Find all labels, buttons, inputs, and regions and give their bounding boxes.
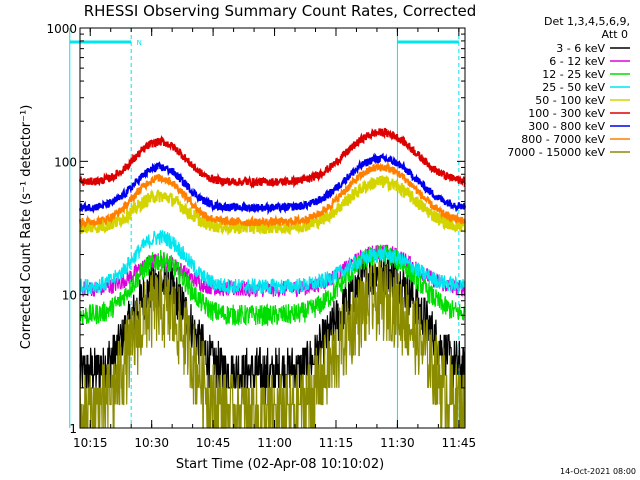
series-line-6 [79,152,466,216]
legend-label-7: 800 - 7000 keV [521,133,605,146]
legend-label-8: 7000 - 15000 keV [507,146,605,159]
timestamp: 14-Oct-2021 08:00 [560,467,636,476]
x-tick-label: 11:30 [380,436,415,450]
series-line-7 [79,162,466,230]
chart-title: RHESSI Observing Summary Count Rates, Co… [84,2,477,20]
plot-area: N 1 10 100 1000 10:15 10:30 10:45 11:00 11:15 11:3… [46,22,476,450]
legend-header-line-1: Det 1,3,4,5,6,9, [544,15,630,28]
plot-frame [79,27,466,429]
legend-label-4: 50 - 100 keV [535,94,605,107]
legend-label-1: 6 - 12 keV [549,55,605,68]
saa-flag-label: N [137,39,142,47]
y-tick-label: 1 [69,422,77,436]
legend-label-2: 12 - 25 keV [542,68,605,81]
y-tick-label: 1000 [46,22,77,36]
x-tick-label: 10:45 [196,436,231,450]
x-tick-label: 11:00 [257,436,292,450]
x-tick-label: 10:30 [134,436,169,450]
legend-label-6: 300 - 800 keV [528,120,605,133]
x-axis-label: Start Time (02-Apr-08 10:10:02) [176,457,384,472]
series-line-4 [79,174,466,237]
y-tick-label: 10 [62,289,77,303]
series-line-2 [79,244,466,326]
legend-label-0: 3 - 6 keV [556,42,605,55]
x-tick-label: 10:15 [73,436,108,450]
x-tick-label: 11:45 [442,436,477,450]
legend-label-3: 25 - 50 keV [542,81,605,94]
x-tick-label: 11:15 [319,436,354,450]
legend-label-5: 100 - 300 keV [528,107,605,120]
series-line-3 [79,230,466,297]
legend-header-line-2: Att 0 [602,28,628,41]
y-tick-label: 100 [54,155,77,169]
y-axis-label: Corrected Count Rate (s⁻¹ detector⁻¹) [19,105,34,350]
series-line-5 [79,127,466,189]
